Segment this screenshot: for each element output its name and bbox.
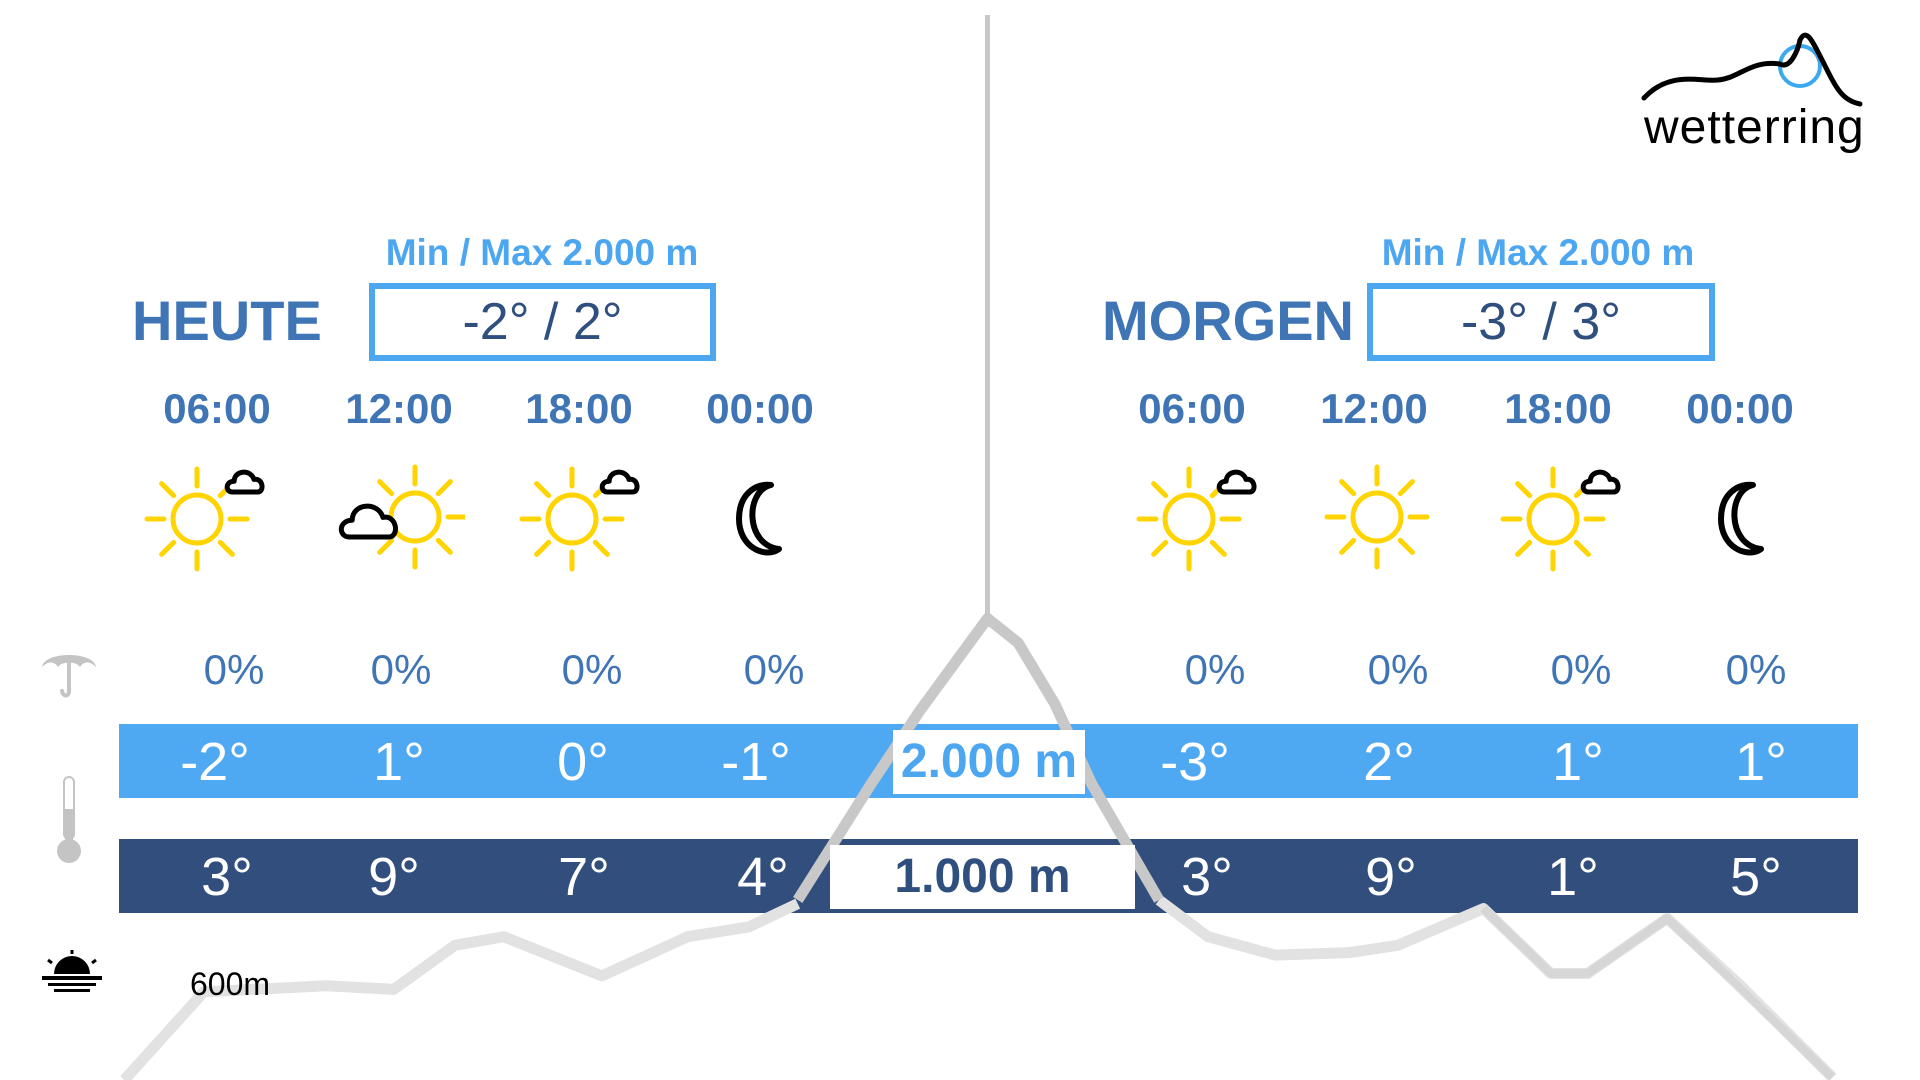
precip-probability: 0%: [743, 646, 805, 693]
temp-2000m: 1°: [1735, 732, 1787, 792]
slot-time: 00:00: [1686, 385, 1794, 432]
sunrise-icon: [40, 948, 104, 1001]
temp-2000m: -3°: [1160, 732, 1230, 792]
temp-2000m: 1°: [373, 732, 425, 792]
slot-time: 12:00: [345, 385, 453, 432]
today-minmax-label: Min / Max 2.000 m: [385, 232, 699, 273]
slot-time: 18:00: [525, 385, 633, 432]
sun-altitude-label: 600m: [190, 966, 271, 1002]
temp-2000m: 0°: [557, 732, 609, 792]
wetterring-logo: wetterring: [1640, 30, 1870, 155]
temp-1000m: 7°: [558, 847, 610, 907]
temp-2000m: -2°: [180, 732, 250, 792]
tomorrow-title: MORGEN: [1102, 289, 1354, 352]
logo-text: wetterring: [1644, 101, 1865, 154]
temp-2000m: 1°: [1552, 732, 1604, 792]
tomorrow-minmax-value: -3° / 3°: [1367, 283, 1715, 361]
temp-1000m: 1°: [1547, 847, 1599, 907]
altitude-2000-label: 2.000 m: [893, 730, 1085, 794]
sun-small-cloud-icon: [1127, 455, 1257, 579]
slot-time: 06:00: [1138, 385, 1246, 432]
temp-1000m: 9°: [368, 847, 420, 907]
precip-probability: 0%: [1184, 646, 1246, 693]
mountain-ridge-far-right: [1480, 905, 1836, 1080]
precip-probability: 0%: [1550, 646, 1612, 693]
moon-icon: [1677, 455, 1807, 579]
temp-1000m: 4°: [737, 847, 789, 907]
precip-probability: 0%: [203, 646, 265, 693]
thermometer-icon: [54, 775, 84, 870]
altitude-1000-label: 1.000 m: [830, 845, 1135, 909]
cloud-sun-icon: [335, 455, 468, 579]
mountain-peak: [793, 612, 1164, 903]
mountain-ridge-right: [1155, 895, 1837, 1080]
slot-time: 18:00: [1504, 385, 1612, 432]
center-divider: [985, 15, 990, 627]
precip-probability: 0%: [1725, 646, 1787, 693]
sun-small-cloud-icon: [135, 455, 265, 579]
sun-icon: [1312, 455, 1442, 579]
mountain-ridge-left: [120, 898, 801, 1080]
precip-probability: 0%: [1367, 646, 1429, 693]
temp-2000m: 2°: [1363, 732, 1415, 792]
temp-1000m: 9°: [1365, 847, 1417, 907]
today-minmax-value: -2° / 2°: [369, 283, 716, 361]
precip-probability: 0%: [561, 646, 623, 693]
temp-1000m: 5°: [1730, 847, 1782, 907]
temp-1000m: 3°: [201, 847, 253, 907]
moon-icon: [695, 455, 825, 579]
today-title: HEUTE: [132, 289, 322, 352]
precip-probability: 0%: [370, 646, 432, 693]
temp-2000m: -1°: [721, 732, 791, 792]
slot-time: 12:00: [1320, 385, 1428, 432]
sun-small-cloud-icon: [510, 455, 640, 579]
umbrella-icon: [40, 645, 98, 706]
sun-small-cloud-icon: [1491, 455, 1621, 579]
tomorrow-minmax-label: Min / Max 2.000 m: [1381, 232, 1695, 273]
temp-1000m: 3°: [1181, 847, 1233, 907]
slot-time: 00:00: [706, 385, 814, 432]
slot-time: 06:00: [163, 385, 271, 432]
